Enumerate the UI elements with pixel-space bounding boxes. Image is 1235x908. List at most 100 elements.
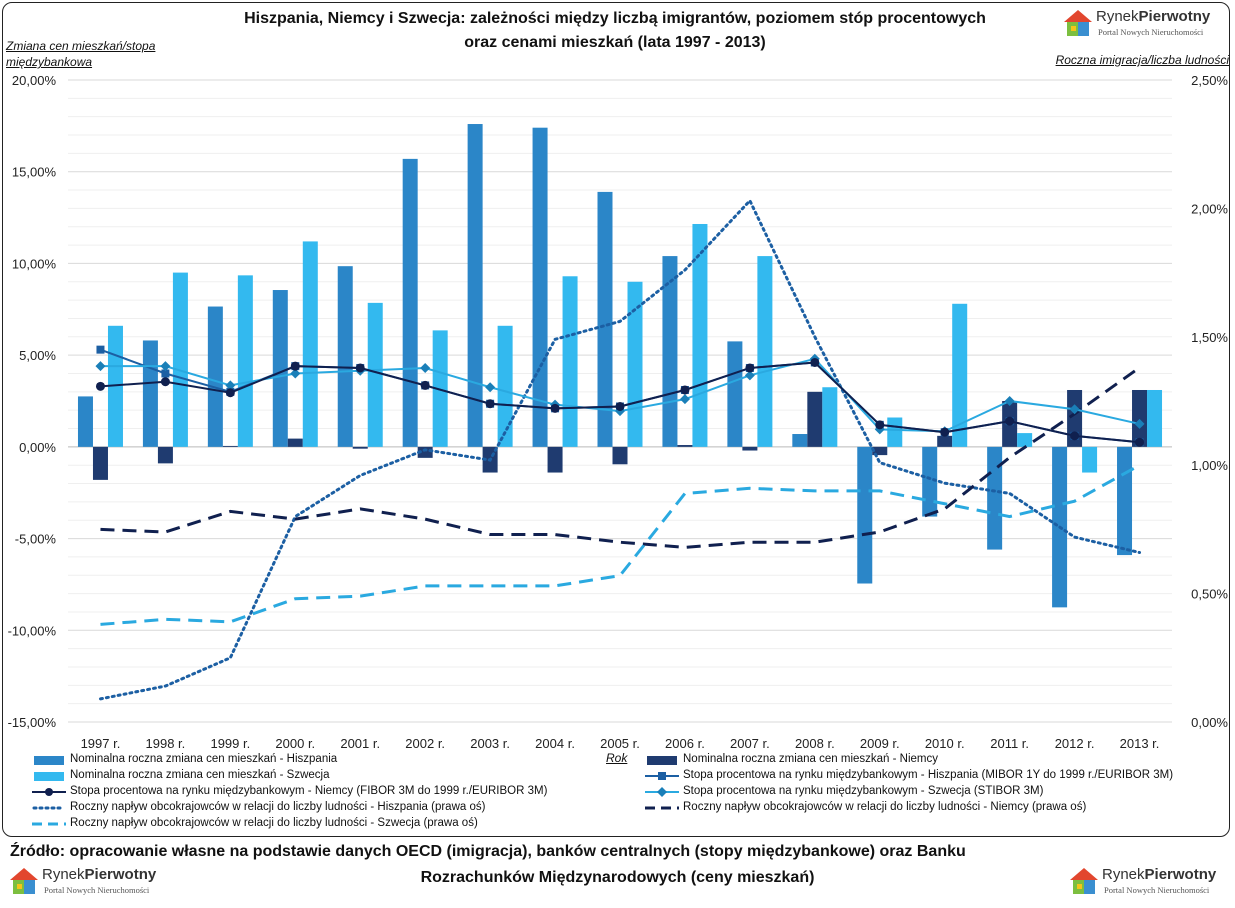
bar-sweden: [1147, 389, 1163, 447]
legend-label: Roczny napływ obcokrajowców w relacji do…: [70, 801, 486, 813]
legend-label: Stopa procentowa na rynku międzybankowym…: [70, 785, 548, 797]
bar-germany: [872, 446, 888, 456]
bar-spain: [597, 191, 613, 447]
marker-rate-sweden: [160, 361, 171, 372]
legend-label: Nominalna roczna zmiana cen mieszkań - N…: [683, 753, 939, 765]
line-immigration-sweden: [100, 463, 1141, 626]
x-tick-label: 2003 r.: [470, 736, 510, 751]
bar-spain: [987, 446, 1003, 550]
marker-rate-germany: [225, 388, 235, 398]
logo-brand-text: RynekPierwotny: [1102, 866, 1217, 883]
line-rate-sweden: [100, 357, 1140, 433]
x-tick-label: 2011 r.: [990, 736, 1029, 751]
marker-rate-germany: [1070, 431, 1080, 441]
logo-brand-text: RynekPierwotny: [42, 866, 157, 883]
brand-logo-bottom-left: RynekPierwotny Portal Nowych Nieruchomoś…: [8, 864, 168, 906]
bar-germany: [352, 446, 368, 449]
bar-germany: [612, 446, 628, 465]
x-tick-label: 2013 r.: [1120, 736, 1160, 751]
x-tick-label: 2010 r.: [925, 736, 965, 751]
marker-rate-germany: [875, 420, 885, 430]
x-tick-label: 2004 r.: [535, 736, 575, 751]
bar-sweden: [887, 417, 903, 447]
logo-tagline: Portal Nowych Nieruchomości: [1104, 885, 1210, 895]
legend-swatch: [645, 787, 679, 797]
bar-sweden: [757, 256, 773, 447]
right-axis-title: Roczna imigracja/liczba ludności: [1055, 53, 1229, 67]
marker-rate-germany: [420, 380, 430, 390]
marker-rate-germany: [160, 377, 170, 387]
bar-spain: [1117, 446, 1133, 556]
chart-frame: [2, 2, 1230, 837]
y-left-tick-label: 20,00%: [12, 73, 57, 88]
bar-germany: [222, 445, 238, 447]
bar-sweden: [172, 272, 188, 447]
bar-germany: [157, 446, 173, 464]
legend-swatch: [34, 772, 64, 781]
x-tick-label: 2001 r.: [340, 736, 380, 751]
marker-rate-germany: [1005, 416, 1015, 426]
bar-spain: [207, 306, 223, 447]
y-left-tick-label: -10,00%: [8, 623, 57, 638]
logo-brand-text: RynekPierwotny: [1096, 8, 1211, 25]
legend-label: Nominalna roczna zmiana cen mieszkań - H…: [70, 753, 338, 765]
marker-rate-spain: [96, 345, 105, 354]
bar-spain: [77, 396, 93, 447]
x-tick-label: 1997 r.: [81, 736, 121, 751]
bar-germany: [547, 446, 563, 473]
left-axis-title: Zmiana cen mieszkań/stopa międzybankowa: [6, 39, 156, 69]
bar-germany: [1132, 389, 1148, 447]
bar-spain: [272, 290, 288, 447]
y-left-tick-label: 0,00%: [19, 440, 56, 455]
legend-label: Stopa procentowa na rynku międzybankowym…: [683, 769, 1174, 781]
marker-rate-spain: [161, 369, 170, 378]
y-right-tick-label: 2,00%: [1191, 201, 1228, 216]
legend-swatch: [647, 756, 677, 765]
x-tick-label: 1998 r.: [146, 736, 186, 751]
y-right-tick-label: 1,50%: [1191, 330, 1228, 345]
bar-germany: [677, 445, 693, 447]
chart-title-line-2: oraz cenami mieszkań (lata 1997 - 2013): [464, 34, 766, 51]
marker-rate-sweden: [1134, 418, 1145, 429]
marker-rate-germany: [95, 381, 105, 391]
marker-rate-germany: [550, 403, 560, 413]
brand-logo-top: RynekPierwotny Portal Nowych Nieruchomoś…: [1062, 6, 1222, 48]
y-left-tick-label: -5,00%: [15, 532, 57, 547]
marker-rate-sweden: [679, 394, 690, 405]
bar-sweden: [237, 275, 253, 447]
y-right-tick-label: 1,00%: [1191, 458, 1228, 473]
marker-rate-germany: [290, 361, 300, 371]
y-right-tick-label: 0,50%: [1191, 587, 1228, 602]
bar-sweden: [822, 387, 838, 447]
marker-rate-sweden: [1004, 396, 1015, 406]
bar-sweden: [952, 303, 968, 447]
y-right-tick-label: 2,50%: [1191, 73, 1228, 88]
x-tick-label: 2002 r.: [405, 736, 445, 751]
house-logo-icon: [1064, 10, 1092, 36]
bar-sweden: [1017, 433, 1033, 447]
bar-spain: [402, 158, 418, 447]
y-left-tick-label: -15,00%: [8, 715, 57, 730]
bar-sweden: [497, 325, 513, 447]
chart-title-line-1: Hiszpania, Niemcy i Szwecja: zależności …: [244, 10, 986, 27]
x-tick-label: 2012 r.: [1055, 736, 1095, 751]
bar-sweden: [302, 241, 318, 447]
marker-rate-sweden: [485, 382, 496, 393]
bar-spain: [662, 256, 678, 447]
line-immigration-germany: [100, 366, 1141, 549]
marker-rate-germany: [940, 427, 950, 437]
legend-swatch: [32, 822, 66, 826]
x-tick-label: 2006 r.: [665, 736, 705, 751]
legend-swatch: [645, 772, 679, 780]
marker-rate-germany: [1135, 437, 1145, 447]
bar-sweden: [627, 281, 643, 447]
brand-logo-bottom-right: RynekPierwotny Portal Nowych Nieruchomoś…: [1068, 864, 1228, 906]
bar-sweden: [367, 302, 383, 447]
bar-germany: [92, 446, 108, 480]
marker-rate-germany: [355, 363, 365, 373]
bar-spain: [532, 127, 548, 447]
legend-label: Roczny napływ obcokrajowców w relacji do…: [70, 817, 478, 829]
x-tick-label: 2000 r.: [275, 736, 315, 751]
marker-rate-germany: [680, 385, 690, 395]
x-tick-label: 2008 r.: [795, 736, 835, 751]
